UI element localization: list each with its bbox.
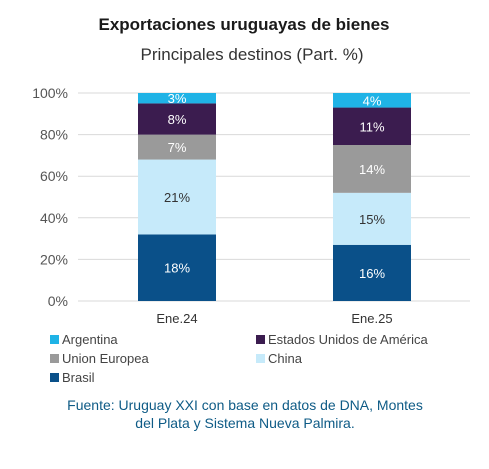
y-tick-label: 40% xyxy=(40,210,68,226)
y-tick-label: 20% xyxy=(40,251,68,267)
data-label: 14% xyxy=(359,162,385,177)
data-label: 7% xyxy=(168,140,187,155)
legend-swatch xyxy=(256,354,265,363)
legend: Argentina Estados Unidos de América Union … xyxy=(50,332,428,385)
chart-title: Exportaciones uruguayas de bienes xyxy=(99,15,390,34)
data-label: 18% xyxy=(164,261,190,276)
legend-label: Brasil xyxy=(62,370,95,385)
bars: 18% 21% 7% 8% 3% 16% 15% 14% 11% 4% xyxy=(138,91,411,301)
stacked-bar-chart: Exportaciones uruguayas de bienes Princi… xyxy=(32,15,470,385)
data-label: 11% xyxy=(359,119,384,134)
bar-segment xyxy=(138,103,216,135)
data-label: 3% xyxy=(168,91,187,106)
y-tick-label: 100% xyxy=(32,85,68,101)
legend-swatch xyxy=(50,335,59,344)
bar-segment xyxy=(333,145,411,193)
data-label: 16% xyxy=(359,266,385,281)
data-label: 4% xyxy=(363,93,382,108)
legend-swatch xyxy=(256,335,265,344)
bar-segment xyxy=(333,244,411,301)
y-tick-label: 60% xyxy=(40,168,68,184)
bar-segment xyxy=(138,93,216,104)
y-tick-label: 80% xyxy=(40,127,68,143)
chart-subtitle: Principales destinos (Part. %) xyxy=(141,45,364,64)
data-label: 8% xyxy=(168,112,187,127)
data-label: 15% xyxy=(359,212,385,227)
source-note: Fuente: Uruguay XXI con base en datos de… xyxy=(67,397,423,431)
x-axis: Ene.24 Ene.25 xyxy=(156,311,392,326)
y-axis: 0% 20% 40% 60% 80% 100% xyxy=(32,85,68,309)
legend-label: Union Europea xyxy=(62,351,149,366)
x-tick-label: Ene.25 xyxy=(351,311,392,326)
gridlines xyxy=(78,92,470,302)
legend-swatch xyxy=(50,354,59,363)
bar-segment xyxy=(138,159,216,235)
x-tick-label: Ene.24 xyxy=(156,311,197,326)
data-label: 21% xyxy=(164,190,190,205)
bar-segment xyxy=(138,234,216,301)
bar-segment xyxy=(138,134,216,160)
legend-label: Argentina xyxy=(62,332,118,347)
bar-segment xyxy=(333,192,411,245)
legend-label: Estados Unidos de América xyxy=(268,332,428,347)
bar-segment xyxy=(333,93,411,108)
bar-segment xyxy=(333,107,411,145)
legend-swatch xyxy=(50,373,59,382)
y-tick-label: 0% xyxy=(48,293,68,309)
legend-label: China xyxy=(268,351,303,366)
